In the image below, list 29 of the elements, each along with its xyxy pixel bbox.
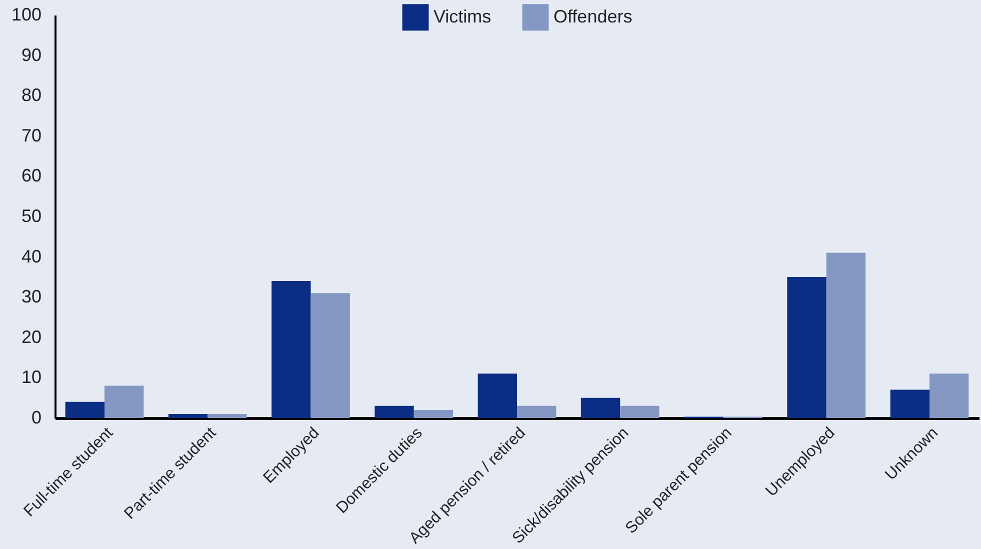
bar: [65, 402, 104, 418]
bar: [414, 410, 454, 418]
bar: [272, 280, 311, 418]
bar: [374, 406, 414, 418]
bar: [104, 386, 144, 418]
y-tick-label: 80: [21, 85, 42, 106]
bar: [310, 293, 350, 418]
legend-label: Offenders: [554, 6, 632, 26]
bar: [580, 398, 620, 418]
bar: [478, 374, 517, 418]
bar: [168, 414, 208, 418]
y-tick-label: 70: [21, 125, 42, 146]
y-tick-label: 90: [21, 44, 42, 65]
bar: [517, 406, 556, 418]
bar: [826, 252, 866, 418]
y-tick-label: 30: [21, 286, 42, 307]
legend-label: Victims: [434, 6, 492, 26]
y-tick-label: 0: [31, 408, 42, 428]
y-tick-label: 100: [11, 4, 42, 24]
y-tick-label: 50: [21, 206, 42, 226]
bar: [930, 374, 969, 418]
y-tick-label: 40: [21, 246, 42, 266]
y-tick-label: 20: [21, 326, 42, 347]
bar: [208, 414, 247, 418]
y-tick-label: 10: [21, 367, 42, 388]
y-tick-label: 60: [21, 166, 42, 186]
bar: [620, 406, 660, 418]
bar: [787, 276, 826, 418]
bar: [890, 390, 930, 418]
